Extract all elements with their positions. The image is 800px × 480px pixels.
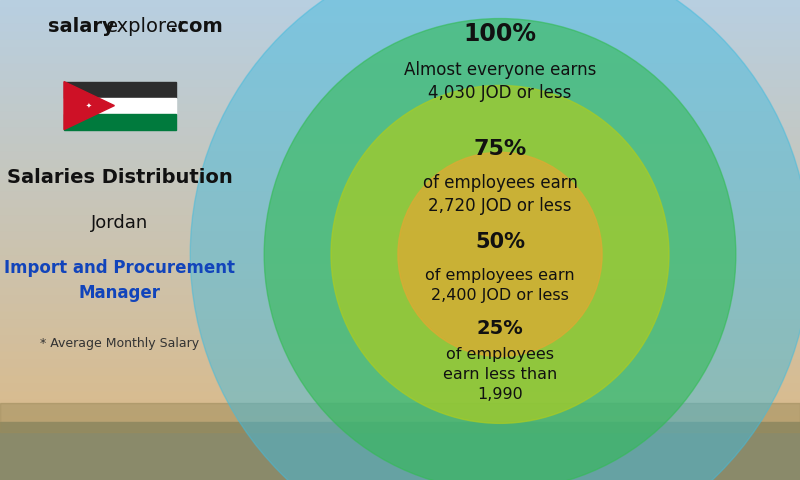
Bar	[0, 288, 800, 296]
Text: 25%: 25%	[477, 319, 523, 338]
Text: explorer: explorer	[106, 17, 186, 36]
Bar	[0, 432, 800, 440]
Text: of employees earn
2,400 JOD or less: of employees earn 2,400 JOD or less	[425, 268, 575, 303]
Text: Jordan: Jordan	[91, 214, 149, 232]
Bar	[0, 8, 800, 16]
Bar	[0, 200, 800, 208]
Bar	[0, 0, 800, 8]
Bar	[0, 160, 800, 168]
Bar	[64, 114, 176, 130]
Bar	[0, 416, 800, 424]
Bar	[0, 136, 800, 144]
Bar	[0, 192, 800, 200]
Bar	[0, 352, 800, 360]
Bar	[64, 82, 176, 97]
Bar	[0, 48, 800, 56]
Bar	[0, 32, 800, 40]
Bar	[0, 120, 800, 128]
Text: 75%: 75%	[474, 139, 526, 159]
Ellipse shape	[264, 19, 736, 480]
Text: salary: salary	[48, 17, 114, 36]
Bar	[0, 272, 800, 280]
Text: Salaries Distribution: Salaries Distribution	[7, 168, 233, 187]
Bar	[0, 56, 800, 64]
Bar	[0, 304, 800, 312]
Bar	[0, 328, 800, 336]
Text: of employees earn
2,720 JOD or less: of employees earn 2,720 JOD or less	[422, 174, 578, 215]
Bar	[0, 456, 800, 464]
Bar	[0, 80, 800, 88]
Bar	[0, 422, 800, 480]
Bar	[0, 403, 800, 432]
Bar	[0, 152, 800, 160]
Bar	[0, 72, 800, 80]
Bar	[0, 296, 800, 304]
Bar	[64, 97, 176, 114]
Text: Almost everyone earns
4,030 JOD or less: Almost everyone earns 4,030 JOD or less	[404, 61, 596, 102]
Bar	[0, 312, 800, 320]
Text: ✦: ✦	[86, 103, 91, 108]
Bar	[0, 128, 800, 136]
Bar	[0, 144, 800, 152]
Bar	[0, 232, 800, 240]
Bar	[0, 464, 800, 472]
Bar	[0, 440, 800, 448]
Bar	[0, 64, 800, 72]
Bar	[0, 248, 800, 256]
Bar	[0, 112, 800, 120]
Bar	[0, 40, 800, 48]
Ellipse shape	[331, 85, 669, 423]
Bar	[0, 176, 800, 184]
Bar	[0, 104, 800, 112]
Bar	[0, 16, 800, 24]
Bar	[0, 224, 800, 232]
Bar	[0, 408, 800, 416]
Bar	[0, 424, 800, 432]
Bar	[0, 384, 800, 392]
Bar	[0, 344, 800, 352]
Text: Import and Procurement
Manager: Import and Procurement Manager	[5, 259, 235, 302]
Bar	[0, 400, 800, 408]
Bar	[0, 264, 800, 272]
Bar	[0, 448, 800, 456]
Ellipse shape	[190, 0, 800, 480]
Bar	[0, 88, 800, 96]
Bar	[0, 216, 800, 224]
Bar	[0, 368, 800, 376]
Bar	[0, 240, 800, 248]
Bar	[0, 96, 800, 104]
Text: of employees
earn less than
1,990: of employees earn less than 1,990	[443, 347, 557, 402]
Bar	[0, 376, 800, 384]
Bar	[0, 336, 800, 344]
Bar	[0, 208, 800, 216]
Ellipse shape	[398, 152, 602, 357]
Text: 100%: 100%	[463, 22, 537, 46]
Bar	[0, 184, 800, 192]
Bar	[0, 256, 800, 264]
Bar	[0, 392, 800, 400]
Polygon shape	[64, 82, 114, 130]
Text: * Average Monthly Salary: * Average Monthly Salary	[41, 336, 199, 350]
Bar	[0, 280, 800, 288]
Bar	[0, 472, 800, 480]
Bar	[0, 360, 800, 368]
Bar	[0, 24, 800, 32]
Bar	[0, 168, 800, 176]
Text: 50%: 50%	[475, 232, 525, 252]
Text: .com: .com	[170, 17, 222, 36]
Bar	[0, 320, 800, 328]
